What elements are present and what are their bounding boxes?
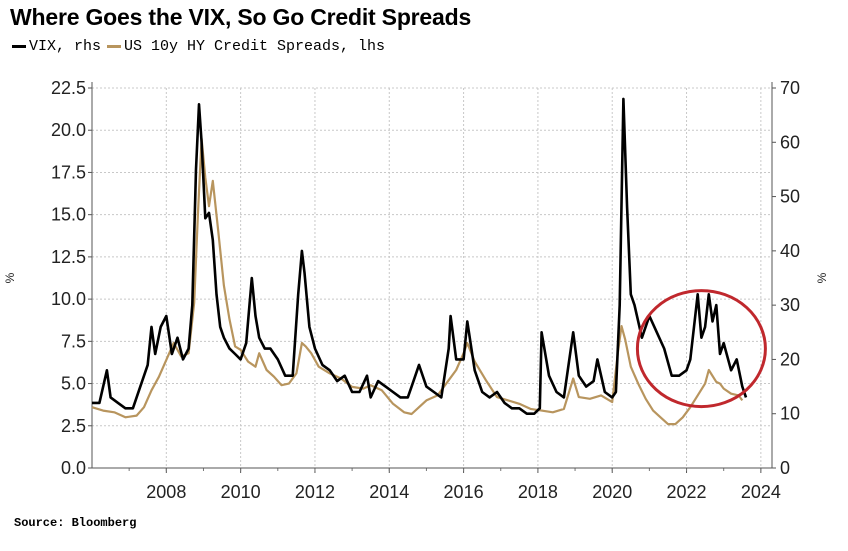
x-tick-label: 2018 <box>518 482 558 502</box>
left-tick-label: 7.5 <box>61 331 86 351</box>
x-tick-label: 2014 <box>369 482 409 502</box>
series-line-vix <box>92 97 748 416</box>
right-tick-label: 10 <box>780 404 800 424</box>
series-lines <box>91 97 748 426</box>
left-tick-label: 20.0 <box>51 120 86 140</box>
legend-swatch-vix <box>12 45 26 48</box>
highlight-ellipse <box>635 289 767 409</box>
left-tick-label: 22.5 <box>51 78 86 98</box>
x-tick-label: 2024 <box>741 482 781 502</box>
legend-label-hy-spreads: US 10y HY Credit Spreads, lhs <box>124 38 386 55</box>
legend-swatch-hy-spreads <box>107 45 122 48</box>
x-tick-label: 2020 <box>592 482 632 502</box>
right-tick-label: 30 <box>780 295 800 315</box>
right-tick-label: 50 <box>780 187 800 207</box>
x-tick-label: 2008 <box>146 482 186 502</box>
x-tick-label: 2012 <box>295 482 335 502</box>
chart-title: Where Goes the VIX, So Go Credit Spreads <box>10 4 472 30</box>
left-tick-label: 17.5 <box>51 162 86 182</box>
legend-label-vix: VIX, rhs <box>29 38 102 55</box>
right-tick-label: 40 <box>780 241 800 261</box>
left-tick-label: 12.5 <box>51 247 86 267</box>
left-tick-label: 10.0 <box>51 289 86 309</box>
x-tick-label: 2022 <box>667 482 707 502</box>
left-tick-label: 15.0 <box>51 205 86 225</box>
tick-labels: 0.0 2.5 5.0 7.5 10.0 12.5 15.0 17.5 20.0 22.5 2008… <box>3 78 829 502</box>
x-tick-label: 2016 <box>444 482 484 502</box>
annotations <box>635 289 767 409</box>
axes <box>88 82 776 473</box>
source-note: Source: Bloomberg <box>14 516 137 530</box>
right-tick-label: 0 <box>780 458 790 478</box>
legend-item-hy-spreads: US 10y HY Credit Spreads, lhs <box>107 38 385 55</box>
left-unit-label: % <box>3 272 17 283</box>
right-tick-label: 20 <box>780 349 800 369</box>
x-tick-label: 2010 <box>221 482 261 502</box>
left-tick-label: 0.0 <box>61 458 86 478</box>
legend-item-vix: VIX, rhs <box>12 38 101 55</box>
left-tick-label: 2.5 <box>61 416 86 436</box>
left-tick-label: 5.0 <box>61 374 86 394</box>
series-line-hy-spreads <box>91 137 744 426</box>
right-unit-label: % <box>815 272 829 283</box>
right-tick-label: 60 <box>780 132 800 152</box>
legend: VIX, rhs US 10y HY Credit Spreads, lhs <box>12 38 391 55</box>
right-tick-label: 70 <box>780 78 800 98</box>
